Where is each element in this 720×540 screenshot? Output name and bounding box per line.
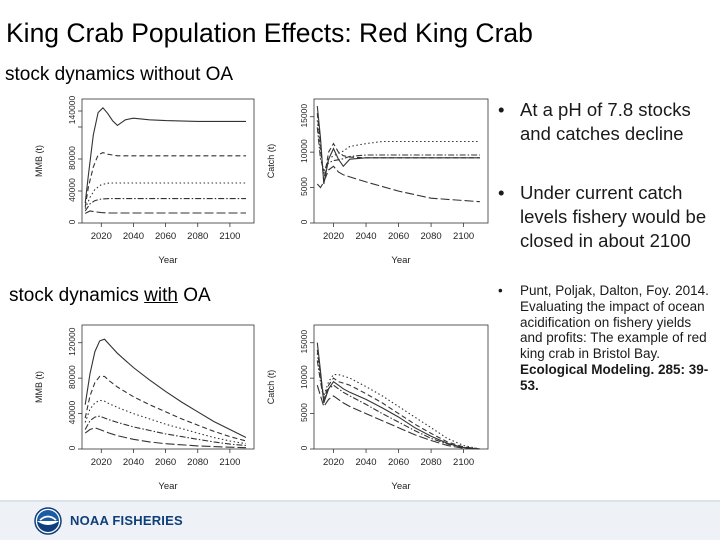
series-line-longdash	[84, 427, 247, 449]
series-line-dashed	[84, 152, 246, 208]
bullet-item: • Under current catch levels fishery wou…	[490, 181, 716, 253]
x-tick-label: 2100	[219, 231, 240, 242]
slide-title: King Crab Population Effects: Red King C…	[6, 18, 533, 48]
subtitle-with-emphasis: with	[144, 285, 178, 306]
series-line-solid	[316, 342, 480, 450]
x-tick-label: 2040	[355, 231, 376, 242]
x-tick-label: 2080	[421, 457, 442, 468]
series-line-dotted	[316, 353, 481, 450]
x-tick-label: 2060	[155, 231, 176, 242]
bullet-item: • At a pH of 7.8 stocks and catches decl…	[490, 98, 716, 146]
series-line-dashdot	[316, 360, 480, 450]
y-tick-label: 15000	[299, 104, 309, 128]
chart-with-oa-mmb: 2020 2040 2060 2080 2100 0 40000 80000 120000 Yea…	[34, 324, 255, 492]
y-tick-label: 120000	[67, 327, 77, 356]
plot-frame	[313, 98, 489, 224]
series-line-dotted	[316, 120, 480, 174]
x-axis-label: Year	[158, 255, 177, 266]
chart-without-oa-catch: 2020 2040 2060 2080 2100 0 5000 10000 15000 Year C…	[266, 98, 489, 266]
x-tick-label: 2020	[323, 231, 344, 242]
x-tick-label: 2060	[155, 457, 176, 468]
y-tick-label: 0	[299, 219, 309, 224]
series-line-longdash	[316, 165, 480, 203]
footer-bar	[0, 500, 720, 540]
series-line-dashdot	[84, 415, 247, 447]
series-line-dashed	[316, 113, 480, 181]
y-tick-label: 0	[299, 445, 309, 450]
y-axis-label: Catch (t)	[266, 144, 276, 179]
x-tick-label: 2100	[453, 457, 474, 468]
chart-with-oa-catch: 2020 2040 2060 2080 2100 0 5000 10000 15000 Year C…	[266, 324, 489, 492]
x-tick-label: 2020	[91, 457, 112, 468]
y-tick-label: 0	[67, 219, 77, 224]
y-axis-label: MMB (t)	[34, 371, 44, 403]
noaa-emblem-icon	[34, 507, 62, 535]
series-line-dotted	[84, 399, 247, 445]
plot-frame	[81, 98, 255, 224]
x-tick-label: 2080	[187, 457, 208, 468]
series-line-dashed	[316, 349, 480, 450]
x-tick-label: 2100	[453, 231, 474, 242]
footer-divider	[0, 500, 720, 502]
subtitle-with-suffix: OA	[177, 285, 211, 306]
bullet-list: • At a pH of 7.8 stocks and catches decl…	[490, 98, 716, 394]
citation-text: Punt, Poljak, Dalton, Foy. 2014. Evaluat…	[520, 283, 709, 362]
x-axis-label: Year	[391, 255, 410, 266]
chart-without-oa-mmb: 2020 2040 2060 2080 2100 0 40000 80000 140000 Yea…	[34, 96, 255, 266]
series-line-dashdot	[316, 127, 480, 172]
series-line-dotted	[84, 182, 246, 209]
x-tick-label: 2040	[355, 457, 376, 468]
y-tick-label: 5000	[299, 177, 309, 196]
x-tick-label: 2080	[421, 231, 442, 242]
y-axis-label: MMB (t)	[34, 145, 44, 177]
y-tick-label: 0	[67, 445, 77, 450]
x-tick-label: 2100	[219, 457, 240, 468]
citation-journal: Ecological Modeling. 285: 39-53.	[520, 361, 709, 393]
series-line-dashdot	[84, 198, 246, 212]
x-tick-label: 2020	[323, 457, 344, 468]
x-axis-label: Year	[391, 481, 410, 492]
bullet-text: At a pH of 7.8 stocks and catches declin…	[520, 99, 691, 144]
subtitle-without-oa: stock dynamics without OA	[5, 64, 234, 85]
plot-frame	[313, 324, 489, 450]
x-tick-label: 2080	[187, 231, 208, 242]
plot-frame	[81, 324, 255, 450]
bullet-text: Under current catch levels fishery would…	[520, 182, 707, 251]
series-line-solid	[316, 106, 480, 185]
x-axis-label: Year	[158, 481, 177, 492]
y-tick-label: 140000	[67, 96, 77, 125]
bullet-marker: •	[498, 283, 503, 298]
bullet-marker: •	[498, 182, 505, 203]
y-tick-label: 5000	[299, 403, 309, 422]
y-tick-label: 80000	[67, 365, 77, 389]
series-line-solid	[84, 106, 246, 204]
x-tick-label: 2040	[123, 231, 144, 242]
x-tick-label: 2040	[123, 457, 144, 468]
x-tick-label: 2060	[388, 231, 409, 242]
x-tick-label: 2020	[91, 231, 112, 242]
bullet-marker: •	[498, 99, 505, 120]
y-tick-label: 40000	[67, 400, 77, 424]
citation-item: • Punt, Poljak, Dalton, Foy. 2014. Evalu…	[490, 283, 716, 394]
y-tick-label: 10000	[299, 365, 309, 389]
y-axis-label: Catch (t)	[266, 370, 276, 405]
footer-logo-text: NOAA FISHERIES	[70, 513, 183, 528]
subtitle-with-prefix: stock dynamics	[9, 285, 145, 306]
series-line-longdash	[84, 210, 246, 214]
y-tick-label: 40000	[67, 178, 77, 202]
x-tick-label: 2060	[388, 457, 409, 468]
y-tick-label: 15000	[299, 330, 309, 354]
series-line-longdash	[316, 385, 480, 450]
y-tick-label: 80000	[67, 146, 77, 170]
subtitle-with-oa: stock dynamics with OA	[9, 286, 211, 305]
series-line-dashed	[84, 375, 247, 442]
y-tick-label: 10000	[299, 139, 309, 163]
series-line-solid	[84, 338, 247, 438]
